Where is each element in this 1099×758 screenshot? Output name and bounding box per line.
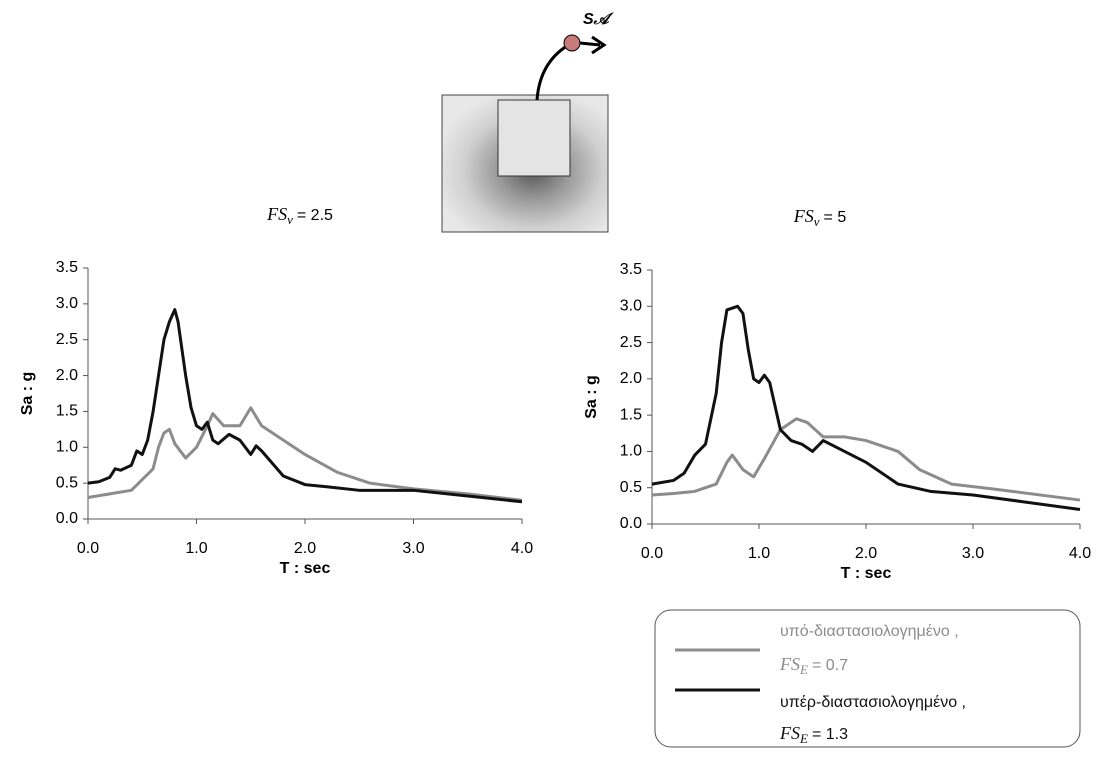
label-rest: = 1.3 xyxy=(812,726,848,743)
x-tick-label: 2.0 xyxy=(294,540,316,557)
y-tick-label: 1.5 xyxy=(620,406,642,423)
series-line xyxy=(651,304,1081,511)
label-rest: = 0.7 xyxy=(812,657,848,674)
label-rest: = 5 xyxy=(824,209,847,226)
y-tick-label: 1.0 xyxy=(56,439,78,456)
x-tick-label: 4.0 xyxy=(511,540,533,557)
y-tick-label: 3.0 xyxy=(56,295,78,312)
label: FSv = 5 xyxy=(793,206,847,229)
x-tick-label: 3.0 xyxy=(962,545,984,562)
y-tick-label: 1.5 xyxy=(56,403,78,420)
label-sub: E xyxy=(799,662,808,677)
legend-box xyxy=(654,609,1081,748)
y-tick-label: 0.0 xyxy=(56,510,78,527)
label-sub: v xyxy=(814,214,820,229)
x-axis-label: T : sec xyxy=(280,560,331,577)
legend-label: υπέρ-διαστασιολογημένο , xyxy=(780,694,966,711)
legend-label: υπό-διαστασιολογημένο , xyxy=(780,623,959,640)
label-main: FS xyxy=(793,206,814,226)
series-line xyxy=(87,308,523,504)
y-tick-label: 2.0 xyxy=(620,370,642,387)
x-tick-label: 4.0 xyxy=(1069,545,1091,562)
footing xyxy=(497,99,571,177)
label-main: FS xyxy=(266,204,287,224)
label-sub: v xyxy=(287,212,293,227)
label-main: FS xyxy=(779,723,800,743)
x-tick-label: 1.0 xyxy=(748,545,770,562)
diagram-label: S𝒜 xyxy=(583,11,615,28)
x-axis-label: T : sec xyxy=(841,565,892,582)
series-line xyxy=(87,406,523,502)
y-tick-label: 3.5 xyxy=(56,259,78,276)
arrow xyxy=(579,41,601,47)
label: FSv = 2.5 xyxy=(266,204,333,227)
y-tick-label: 0.5 xyxy=(620,479,642,496)
y-tick-label: 2.5 xyxy=(56,331,78,348)
y-tick-label: 0.5 xyxy=(56,474,78,491)
footing-diagram: S𝒜 xyxy=(441,11,615,233)
arrow-head xyxy=(591,35,607,55)
x-tick-label: 2.0 xyxy=(855,545,877,562)
y-tick-label: 1.0 xyxy=(620,443,642,460)
y-tick-label: 2.0 xyxy=(56,367,78,384)
y-axis-label: Sa : g xyxy=(19,372,36,416)
label-rest: = 2.5 xyxy=(297,207,333,224)
y-tick-label: 2.5 xyxy=(620,334,642,351)
y-tick-label: 0.0 xyxy=(620,515,642,532)
label-sub: E xyxy=(799,731,808,746)
y-axis-label: Sa : g xyxy=(583,375,600,419)
label: FSE = 1.3 xyxy=(779,723,848,746)
y-tick-label: 3.0 xyxy=(620,298,642,315)
series-line xyxy=(651,417,1081,502)
label-main: FS xyxy=(779,654,800,674)
x-tick-label: 0.0 xyxy=(641,545,663,562)
rotation-curve xyxy=(535,41,573,101)
x-tick-label: 3.0 xyxy=(402,540,424,557)
y-tick-label: 3.5 xyxy=(620,261,642,278)
mass xyxy=(563,34,581,52)
label: FSE = 0.7 xyxy=(779,654,848,677)
x-tick-label: 1.0 xyxy=(185,540,207,557)
x-tick-label: 0.0 xyxy=(77,540,99,557)
